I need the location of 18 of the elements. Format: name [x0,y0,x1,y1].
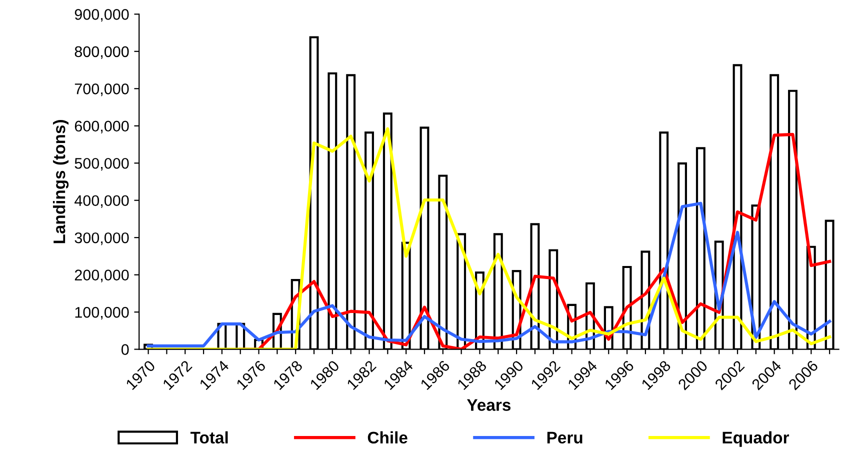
legend-label: Chile [368,431,408,444]
y-tick-label: 300,000 [74,232,129,246]
x-axis-title: Years [466,399,511,411]
y-tick-label: 800,000 [74,46,129,59]
y-tick-label: 200,000 [74,270,129,282]
y-tick-label: 900,000 [74,9,129,22]
legend-label: Peru [547,432,582,444]
y-tick-label: 600,000 [74,120,129,134]
y-tick-label: 400,000 [74,195,129,208]
y-tick-label: 100,000 [75,306,129,320]
y-tick-label: 500,000 [74,158,129,171]
y-axis-title: Landings (tons) [52,120,69,244]
y-tick-label: 700,000 [74,84,129,96]
legend-label: Total [190,431,228,444]
y-tick-label: 0 [121,344,129,355]
legend-label: Equador [722,431,790,447]
line-series [146,127,832,350]
line-series [146,202,832,348]
